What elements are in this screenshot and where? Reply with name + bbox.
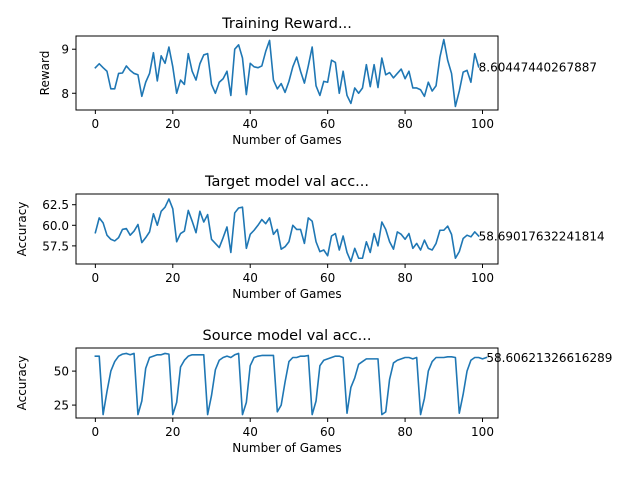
chart-title: Training Reward... (221, 16, 352, 32)
last-value-annotation: 8.60447440267887 (479, 60, 597, 74)
y-tick-label: 62.5 (42, 198, 69, 212)
y-tick-label: 25 (54, 399, 69, 413)
x-axis-label: Number of Games (232, 441, 341, 455)
x-axis-label: Number of Games (232, 133, 341, 147)
x-tick-label: 40 (243, 271, 258, 285)
x-tick-label: 80 (397, 117, 412, 131)
x-tick-label: 100 (471, 271, 494, 285)
x-tick-label: 40 (243, 117, 258, 131)
y-tick-label: 9 (61, 43, 69, 57)
x-tick-label: 80 (397, 271, 412, 285)
x-tick-label: 20 (165, 117, 180, 131)
y-tick-label: 50 (54, 365, 69, 379)
plot-frame (76, 36, 498, 110)
chart-title: Target model val acc... (204, 174, 369, 190)
x-tick-label: 60 (320, 271, 335, 285)
subplot-2: 0 20 40 60 80 100 57.5 60.0 62.5 Target model val… (15, 174, 605, 301)
x-tick-label: 100 (471, 117, 494, 131)
y-tick-label: 8 (61, 87, 69, 101)
chart-title: Source model val acc... (203, 328, 372, 344)
y-tick-label: 57.5 (42, 239, 69, 253)
y-axis-label: Accuracy (15, 356, 29, 411)
x-tick-label: 80 (397, 425, 412, 439)
y-tick-label: 60.0 (42, 219, 69, 233)
series-line (95, 199, 478, 262)
x-tick-label: 100 (471, 425, 494, 439)
last-value-annotation: 58.69017632241814 (479, 230, 605, 244)
x-tick-label: 60 (320, 117, 335, 131)
subplot-1: 0 20 40 60 80 100 8 9 Training Reward... Number o… (38, 16, 597, 147)
y-axis-label: Reward (38, 51, 52, 96)
series-line (95, 40, 478, 107)
y-axis-label: Accuracy (15, 202, 29, 257)
last-value-annotation: 58.60621326616289 (486, 351, 612, 365)
x-tick-label: 40 (243, 425, 258, 439)
x-tick-label: 60 (320, 425, 335, 439)
x-tick-label: 0 (92, 425, 100, 439)
x-tick-label: 20 (165, 425, 180, 439)
x-tick-label: 0 (92, 117, 100, 131)
x-tick-label: 20 (165, 271, 180, 285)
x-tick-label: 0 (92, 271, 100, 285)
subplot-3: 0 20 40 60 80 100 25 50 Source model val acc... N… (15, 328, 612, 455)
series-line (95, 353, 486, 414)
x-axis-label: Number of Games (232, 287, 341, 301)
